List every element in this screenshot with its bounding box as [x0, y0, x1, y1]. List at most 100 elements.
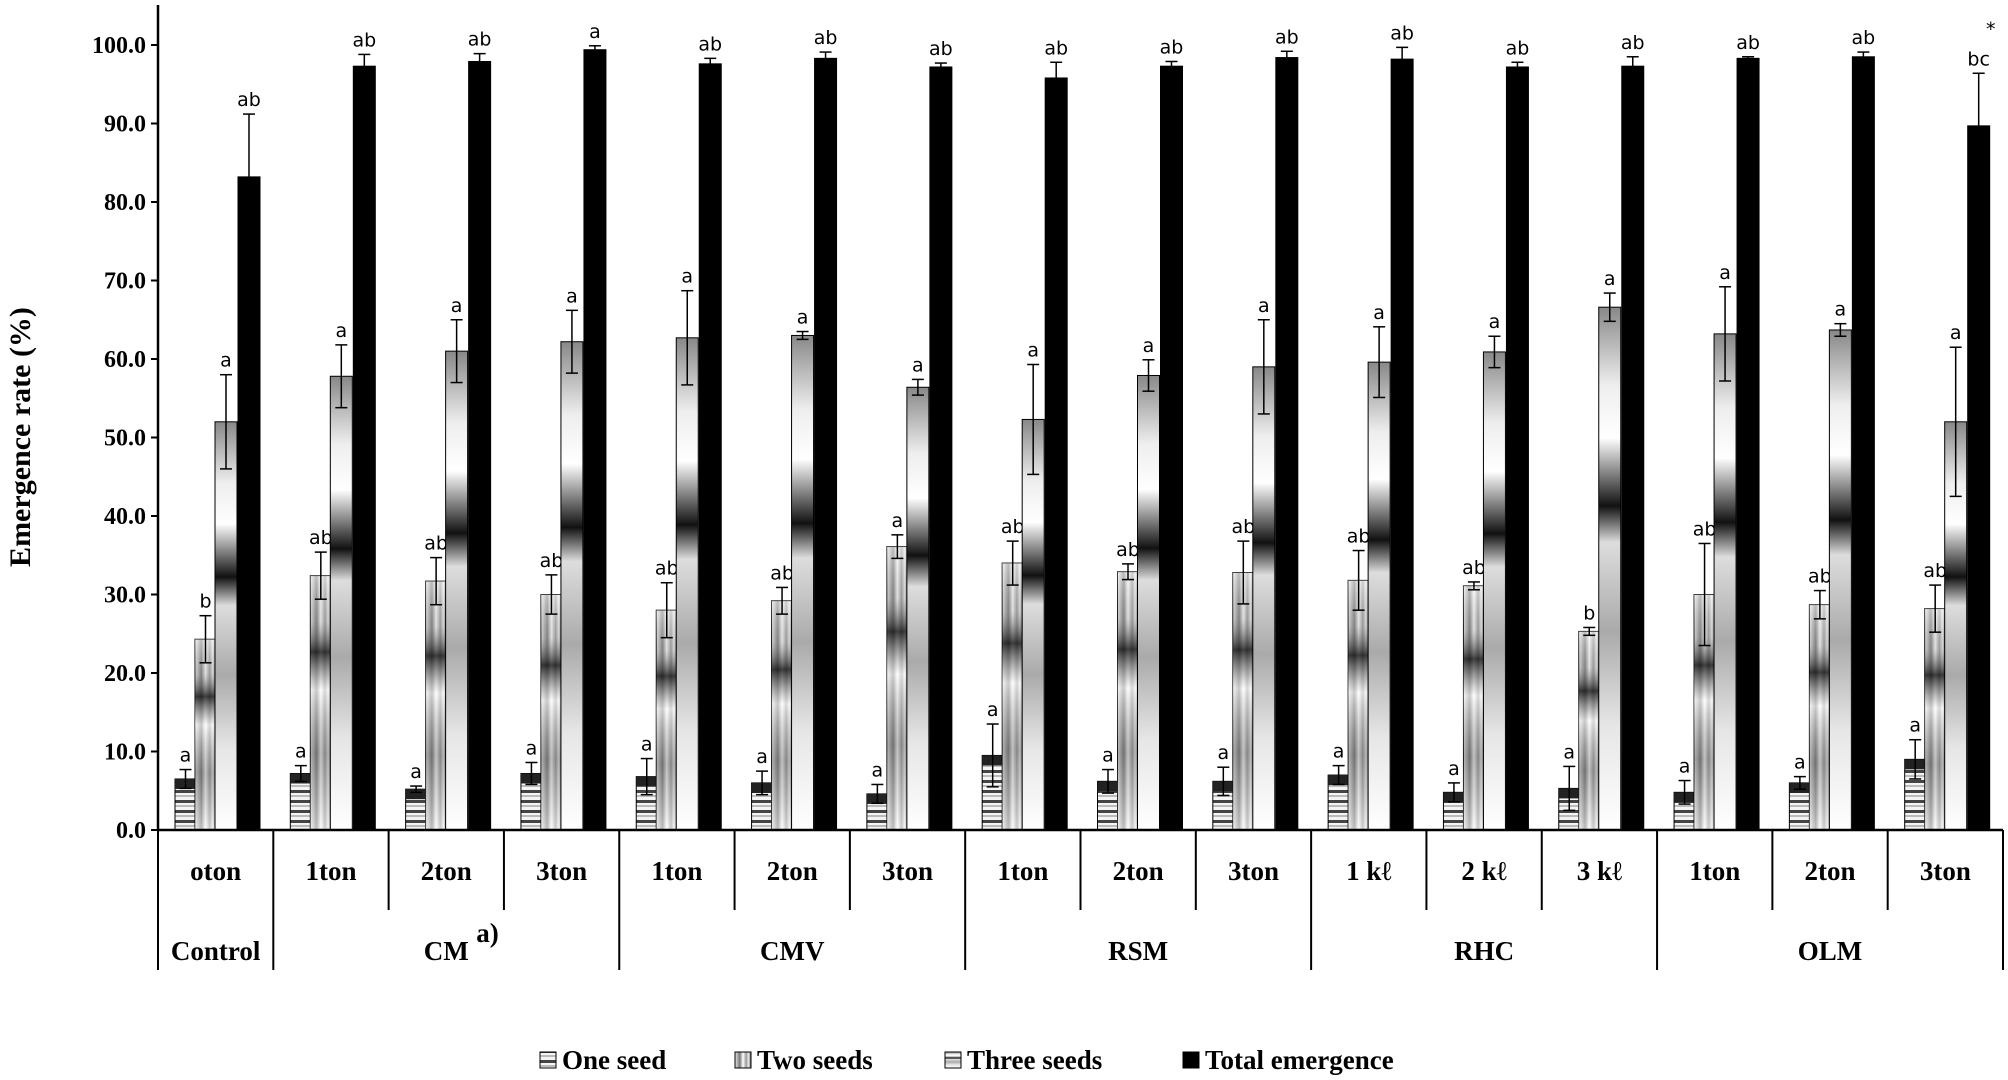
bar-total-emergence — [1160, 65, 1183, 831]
bar-shading — [1117, 571, 1139, 830]
x-tick-label: 3 kℓ — [1577, 856, 1622, 886]
x-tick-label: 1 kℓ — [1346, 856, 1391, 886]
significance-letter: a — [797, 307, 809, 329]
bar-shading — [1578, 631, 1600, 830]
bar-three-seeds — [1021, 418, 1045, 831]
significance-letter: b — [1583, 602, 1595, 624]
significance-letter: a — [641, 734, 653, 756]
bar-total-emergence — [583, 49, 607, 831]
x-tick-label: 3ton — [882, 856, 933, 886]
significance-letter: a — [892, 510, 904, 532]
significance-letter: a — [1719, 262, 1731, 284]
group-label: OLM — [1798, 936, 1863, 966]
significance-letter: a — [1333, 741, 1345, 763]
significance-letter: ab — [698, 33, 722, 55]
bar-cap — [405, 789, 427, 800]
significance-letter: a — [335, 320, 347, 342]
significance-letter: ab — [1808, 566, 1832, 588]
significance-letter: ab — [309, 527, 333, 549]
bar-three-seeds — [1482, 351, 1506, 831]
group-label: Control — [171, 936, 261, 966]
bar-shading — [425, 581, 447, 830]
legend-label: Total emergence — [1205, 1045, 1394, 1075]
bar-three-seeds — [1137, 374, 1160, 831]
bar-total-emergence — [352, 65, 376, 831]
y-tick-label: 90.0 — [104, 112, 146, 138]
bar-total-emergence — [929, 66, 953, 831]
bar-total-emergence — [1044, 77, 1068, 831]
bar-total-emergence — [468, 60, 492, 831]
legend-label: Three seeds — [967, 1045, 1102, 1075]
significance-letter: ab — [1462, 557, 1486, 579]
bar-three-seeds — [560, 341, 584, 831]
group-label: CMV — [760, 936, 825, 966]
significance-letter: a — [526, 737, 538, 759]
bar-total-emergence — [1967, 125, 1991, 831]
bar-shading — [886, 546, 908, 830]
significance-letter: a — [566, 285, 578, 307]
significance-letter: ab — [1160, 36, 1184, 58]
group-label: CM — [424, 936, 469, 966]
group-label: RSM — [1108, 936, 1168, 966]
significance-letter: a — [180, 745, 192, 767]
significance-letter: a — [1102, 745, 1114, 767]
bar-shading — [1694, 594, 1716, 830]
significance-letter: a — [1217, 742, 1229, 764]
bar-three-seeds — [791, 334, 815, 831]
bar-total-emergence — [698, 63, 722, 831]
significance-letter: a — [1143, 335, 1155, 357]
legend-swatch — [1182, 1051, 1200, 1069]
bar-three-seeds — [675, 337, 699, 831]
x-tick-label: 3ton — [536, 856, 587, 886]
significance-letter: a — [756, 746, 768, 768]
bar-shading — [310, 575, 332, 830]
significance-letter: a — [1027, 339, 1039, 361]
significance-letter: a — [1563, 741, 1575, 763]
significance-letter: ab — [1231, 516, 1255, 538]
bar-three-seeds — [1367, 361, 1391, 831]
significance-letter: bc — [1967, 48, 1990, 70]
bar-total-emergence — [1390, 58, 1414, 831]
x-tick-label: 3ton — [1228, 856, 1279, 886]
significance-asterisk: * — [1986, 18, 1996, 40]
significance-letter: ab — [1506, 37, 1530, 59]
legend-label: Two seeds — [757, 1045, 873, 1075]
significance-letter: ab — [770, 562, 794, 584]
significance-letter: a — [987, 699, 999, 721]
x-tick-label: 2ton — [1805, 856, 1856, 886]
x-tick-label: 2 kℓ — [1461, 856, 1506, 886]
significance-letter: ab — [1390, 22, 1414, 44]
significance-letter: ab — [929, 38, 953, 60]
significance-letter: ab — [1736, 32, 1760, 54]
x-tick-label: 2ton — [421, 856, 472, 886]
bar-three-seeds — [906, 386, 930, 831]
significance-letter: ab — [468, 29, 492, 51]
x-tick-label: 1ton — [305, 856, 356, 886]
y-tick-label: 50.0 — [104, 426, 146, 452]
significance-letter: ab — [655, 558, 679, 580]
significance-letter: a — [295, 741, 307, 763]
significance-letter: a — [1794, 752, 1806, 774]
legend: One seed Two seeds Three seeds Total emerge… — [539, 1045, 1394, 1075]
x-tick-label: 1ton — [997, 856, 1048, 886]
significance-letter: ab — [352, 29, 376, 51]
plot-area: abaabaabaabaabaabaabaaaabaabaabaabaaaaba… — [174, 18, 1996, 831]
bar-total-emergence — [1851, 56, 1875, 831]
bar-shading — [771, 600, 793, 830]
bar-three-seeds — [1598, 306, 1622, 831]
bar-total-emergence — [1275, 57, 1299, 831]
significance-letter: a — [872, 759, 884, 781]
bar-total-emergence — [814, 57, 838, 831]
significance-letter: a — [220, 350, 232, 372]
significance-letter: a — [1909, 715, 1921, 737]
x-tick-label: 2ton — [767, 856, 818, 886]
significance-letter: a — [912, 354, 924, 376]
x-tick-label: 2ton — [1113, 856, 1164, 886]
significance-letter: a — [1373, 302, 1385, 324]
bar-total-emergence — [237, 176, 261, 831]
x-tick-label: 3ton — [1920, 856, 1971, 886]
bar-three-seeds — [214, 421, 238, 831]
y-tick-label: 30.0 — [104, 583, 146, 609]
legend-label: One seed — [562, 1045, 666, 1075]
significance-letter: a — [410, 761, 422, 783]
